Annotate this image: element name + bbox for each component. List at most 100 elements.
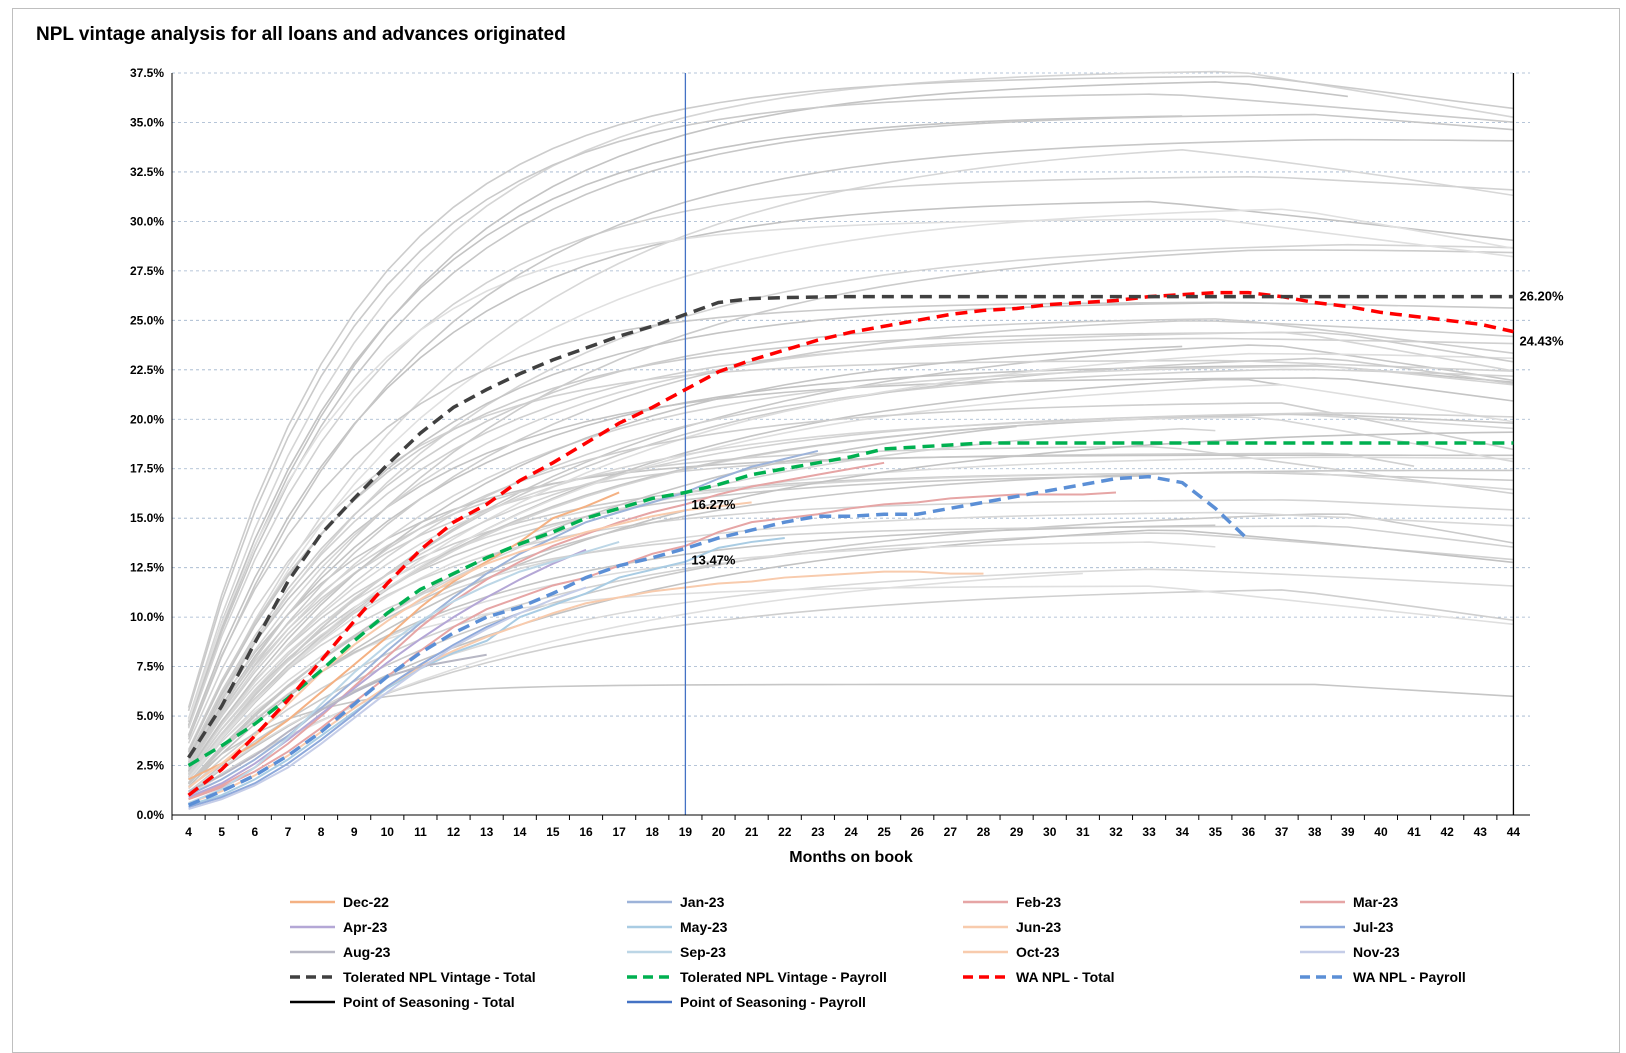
y-tick-label: 0.0% [137,808,165,822]
legend-label: Jan-23 [680,894,725,910]
x-tick-label: 20 [712,825,726,839]
legend-label: Jun-23 [1016,919,1061,935]
legend-label: Point of Seasoning - Payroll [680,994,866,1010]
x-tick-label: 26 [911,825,925,839]
background-vintage-line [187,302,1348,753]
x-tick-label: 32 [1109,825,1123,839]
background-vintage-line [188,532,1514,790]
data-label: 24.43% [1519,334,1564,349]
x-tick-label: 15 [546,825,560,839]
x-tick-label: 44 [1507,825,1521,839]
y-tick-label: 30.0% [130,214,164,228]
y-tick-label: 17.5% [130,462,164,476]
background-vintage-line [187,331,1514,762]
background-vintage-line [188,589,1514,797]
series-line-wa-npl-payroll [187,474,1250,807]
x-tick-label: 21 [745,825,759,839]
legend-label: WA NPL - Payroll [1353,969,1466,985]
legend-label: Mar-23 [1353,894,1398,910]
x-tick-label: 42 [1441,825,1455,839]
x-tick-label: 40 [1374,825,1388,839]
y-tick-label: 20.0% [130,412,164,426]
legend-label: Jul-23 [1353,919,1394,935]
x-tick-label: 27 [944,825,958,839]
series-lines [187,73,1515,815]
x-tick-label: 13 [480,825,494,839]
data-label: 26.20% [1519,289,1564,304]
x-tick-label: 7 [285,825,292,839]
chart-title: NPL vintage analysis for all loans and a… [36,24,566,45]
x-tick-label: 35 [1209,825,1223,839]
legend-label: Tolerated NPL Vintage - Total [343,969,536,985]
background-vintage-line [187,113,1514,727]
y-tick-label: 2.5% [137,759,165,773]
gridlines: 0.0% 2.5% 5.0% 7.5% 10.0% 12.5% 15.0% 17.5% 20.0… [130,66,1530,822]
series-line-feb-23 [188,461,885,801]
series-line-apr-23 [188,548,587,799]
background-vintage-line [187,365,1514,768]
x-tick-label: 8 [318,825,325,839]
background-vintage-line [187,93,1514,712]
x-tick-label: 12 [447,825,461,839]
background-vintage-line [187,383,1514,780]
x-axis-title: Months on book [789,849,913,866]
background-vintage-line [187,368,1514,773]
background-vintage-line [187,445,1514,763]
background-vintage-line [187,200,1514,736]
y-tick-label: 35.0% [130,115,164,129]
background-vintage-line [187,471,1514,773]
series-line-oct-23 [187,501,752,789]
background-vintage-line [187,208,1514,754]
legend-label: WA NPL - Total [1016,969,1115,985]
x-tick-label: 16 [579,825,593,839]
background-vintage-line [188,572,1083,797]
axes: 4 5 6 7 8 9 10 11 12 13 14 15 16 17 18 19 20 21 22 23 24 25 26… [171,73,1530,866]
legend-label: Feb-23 [1016,894,1061,910]
x-tick-label: 11 [414,825,427,839]
background-vintage-line [187,81,1348,726]
series-line-tolerated-npl-vintage-total [187,294,1514,759]
x-tick-label: 18 [646,825,660,839]
x-tick-label: 30 [1043,825,1057,839]
background-vintage-line [187,524,1216,785]
y-tick-label: 27.5% [130,264,164,278]
x-tick-label: 24 [844,825,858,839]
background-vintage-line [187,320,1514,767]
x-tick-label: 39 [1341,825,1355,839]
x-tick-label: 28 [977,825,991,839]
background-vintage-line [187,352,1514,780]
background-vintage-line [187,454,1514,759]
legend-label: Tolerated NPL Vintage - Payroll [680,969,887,985]
y-tick-label: 25.0% [130,313,164,327]
background-vintage-line [187,541,1216,784]
x-tick-label: 31 [1076,825,1090,839]
series-line-jun-23 [188,570,984,805]
background-vintage-line [188,683,1514,784]
x-tick-label: 17 [612,825,626,839]
x-tick-label: 23 [811,825,825,839]
x-tick-label: 33 [1142,825,1156,839]
background-vintage-line [187,138,1514,740]
series-line-tolerated-npl-vintage-payroll [187,441,1514,768]
x-tick-label: 25 [877,825,891,839]
series-line-jul-23 [188,612,521,809]
legend-label: Nov-23 [1353,944,1400,960]
background-vintage-line [188,529,1514,795]
y-tick-label: 37.5% [130,66,164,80]
background-vintage-line [187,301,1514,737]
y-tick-label: 10.0% [130,610,164,624]
series-line-wa-npl-total [187,290,1514,797]
legend-label: Point of Seasoning - Total [343,994,515,1010]
x-tick-label: 36 [1242,825,1256,839]
y-tick-label: 22.5% [130,363,164,377]
x-tick-label: 6 [251,825,258,839]
data-label: 16.27% [691,497,736,512]
x-tick-label: 5 [218,825,225,839]
series-line-sep-23 [188,540,620,805]
background-vintage-line [187,75,1514,708]
background-vintage-line [187,412,1514,775]
x-tick-label: 41 [1407,825,1421,839]
background-vintage-lines [187,70,1514,797]
background-vintage-line [187,176,1514,729]
